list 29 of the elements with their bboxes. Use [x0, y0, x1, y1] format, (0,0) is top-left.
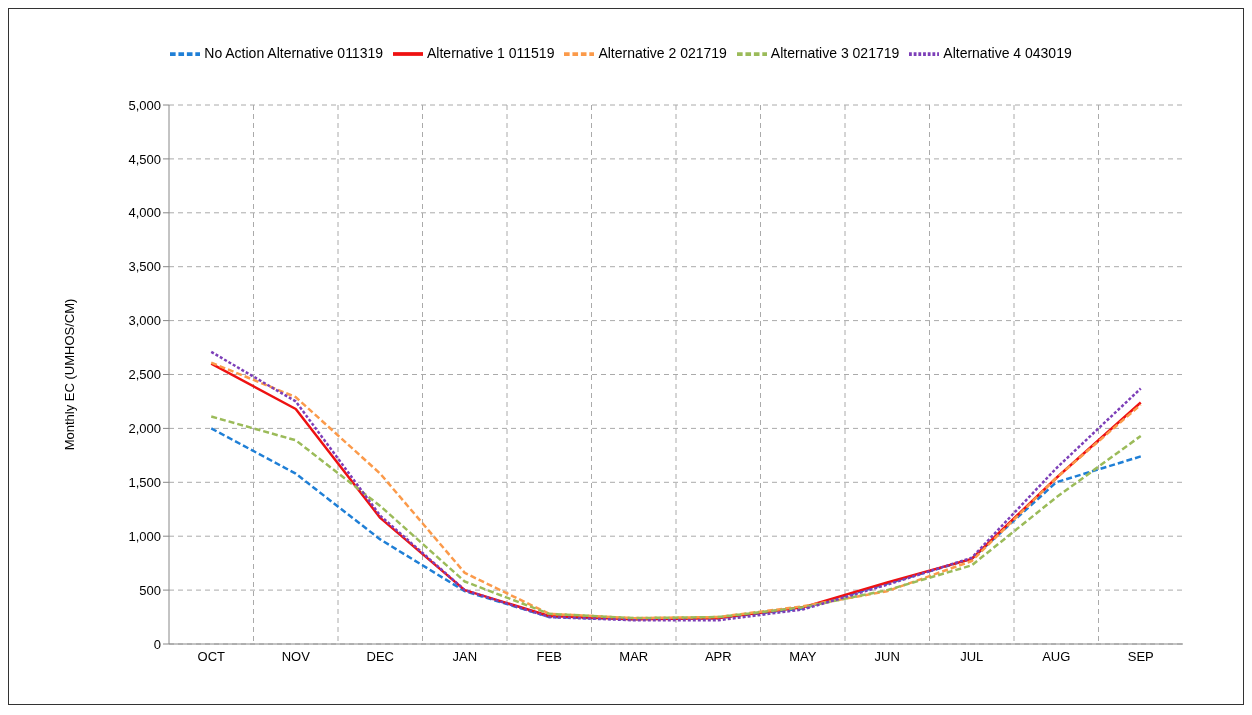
x-tick-label: OCT: [197, 649, 226, 665]
legend-label: Alternative 3 021719: [770, 44, 900, 61]
x-tick-label: MAY: [789, 649, 817, 665]
y-tick-label: 500: [139, 582, 161, 598]
y-tick-label: 3,500: [128, 259, 161, 275]
legend-label: Alternative 2 021719: [598, 44, 727, 61]
y-tick-label: 2,000: [128, 421, 161, 437]
y-tick-label: 2,500: [128, 367, 161, 383]
y-tick-label: 4,500: [128, 151, 161, 167]
y-tick-label: 0: [153, 636, 161, 652]
y-tick-label: 4,000: [128, 205, 161, 221]
legend-label: Alternative 4 043019: [943, 44, 1072, 61]
x-tick-label: AUG: [1042, 649, 1071, 665]
x-tick-label: NOV: [281, 649, 311, 665]
y-axis-title: Monthly EC (UMHOS/CM): [61, 298, 77, 451]
x-tick-label: MAR: [619, 649, 649, 665]
y-tick-label: 3,000: [128, 313, 161, 329]
y-tick-label: 1,500: [128, 474, 161, 490]
x-tick-label: JUL: [960, 649, 984, 665]
legend-label: Alternative 1 011519: [427, 44, 555, 61]
x-tick-label: JAN: [452, 649, 478, 665]
x-tick-label: SEP: [1127, 649, 1154, 665]
x-tick-label: JUN: [874, 649, 900, 665]
y-tick-label: 1,000: [128, 528, 161, 544]
legend-label: No Action Alternative 011319: [204, 44, 384, 61]
x-tick-label: DEC: [366, 649, 394, 665]
x-tick-label: APR: [704, 649, 732, 665]
y-tick-label: 5,000: [128, 97, 161, 113]
x-tick-label: FEB: [536, 649, 562, 665]
